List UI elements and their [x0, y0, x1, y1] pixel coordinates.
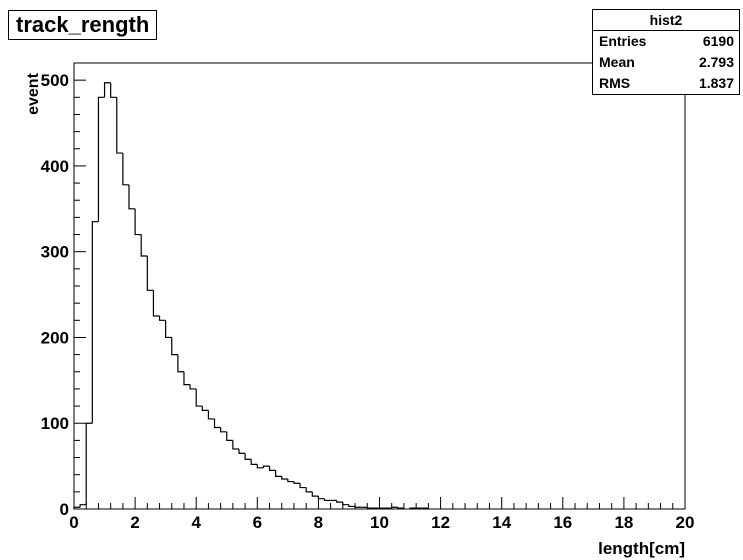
- histogram-bin: [171, 337, 178, 356]
- histogram-bin: [177, 354, 184, 373]
- x-tick-label: 8: [314, 513, 323, 532]
- stats-label: RMS: [599, 75, 631, 91]
- histogram-bin: [189, 384, 197, 390]
- stats-value: 2.793: [698, 54, 734, 70]
- histogram-bin: [158, 316, 166, 321]
- histogram-bin: [201, 406, 209, 411]
- histogram-bin: [226, 431, 233, 441]
- histogram-bin: [287, 478, 294, 483]
- x-tick-label: 20: [676, 513, 695, 532]
- stats-label: Mean: [599, 54, 635, 70]
- histogram-bin: [146, 255, 154, 291]
- histogram-bin: [207, 410, 215, 420]
- histogram-bin: [110, 82, 117, 98]
- histogram-bin: [79, 504, 87, 508]
- histogram-bin: [91, 221, 99, 424]
- y-tick-label: 500: [41, 71, 69, 90]
- histogram-bin: [232, 440, 239, 450]
- histogram-bin: [238, 448, 246, 454]
- histogram-bin: [244, 453, 252, 460]
- histogram-bars: [73, 82, 429, 509]
- histogram-bin: [348, 504, 356, 508]
- x-tick-label: 2: [130, 513, 139, 532]
- stats-box: hist2 Entries 6190 Mean 2.793 RMS 1.837: [592, 9, 740, 95]
- x-tick-label: 0: [69, 513, 78, 532]
- histogram-bin: [391, 506, 398, 509]
- histogram-bin: [281, 476, 288, 480]
- histogram-bin: [323, 498, 331, 502]
- histogram-bin: [317, 496, 325, 500]
- x-tick-label: 4: [191, 513, 201, 532]
- y-tick-label: 300: [41, 243, 69, 262]
- histogram-bin: [116, 97, 123, 154]
- histogram-bin: [275, 470, 282, 478]
- histogram-bin: [122, 153, 129, 186]
- histogram-bin: [299, 483, 307, 489]
- histogram-bin: [152, 290, 160, 317]
- histogram-bin: [293, 481, 301, 484]
- stats-value: 1.837: [698, 75, 734, 91]
- stats-value: 6190: [702, 33, 734, 49]
- x-tick-label: 12: [431, 513, 450, 532]
- x-tick-label: 16: [553, 513, 572, 532]
- chart-title: track_rength: [8, 10, 158, 40]
- histogram-bin: [256, 464, 264, 469]
- histogram-bin: [165, 320, 172, 339]
- histogram-bin: [262, 465, 270, 468]
- plot-frame: [73, 62, 686, 510]
- histogram-bin: [268, 466, 276, 472]
- x-axis-label: length[cm]: [598, 539, 685, 558]
- histogram-bin: [213, 418, 221, 429]
- histogram-bin: [305, 487, 313, 493]
- y-tick-label: 200: [41, 328, 69, 347]
- histogram-bin: [397, 507, 404, 509]
- stats-row-mean: Mean 2.793: [593, 52, 739, 73]
- histogram-bin: [336, 500, 343, 503]
- histogram-bin: [134, 208, 142, 236]
- y-tick-label: 100: [41, 414, 69, 433]
- stats-name: hist2: [593, 10, 739, 31]
- histogram-bin: [195, 388, 203, 407]
- histogram-bin: [342, 502, 349, 506]
- histogram-bin: [85, 422, 93, 505]
- y-tick-label: 0: [60, 500, 69, 519]
- histogram-bin: [250, 459, 258, 465]
- x-tick-label: 18: [614, 513, 633, 532]
- histogram-bin: [103, 82, 111, 98]
- histogram-bin: [183, 371, 191, 386]
- histogram-bin: [128, 184, 136, 210]
- histogram-bin: [354, 506, 362, 508]
- x-tick-label: 14: [492, 513, 511, 532]
- y-axis-label: event: [25, 72, 42, 114]
- histogram-bin: [409, 507, 417, 509]
- histogram-bin: [311, 491, 319, 497]
- stats-row-entries: Entries 6190: [593, 31, 739, 52]
- histogram-bin: [97, 96, 105, 222]
- x-tick-label: 10: [370, 513, 389, 532]
- y-tick-label: 400: [41, 157, 69, 176]
- stats-label: Entries: [599, 33, 647, 49]
- stats-row-rms: RMS 1.837: [593, 73, 739, 94]
- histogram-bin: [140, 234, 148, 257]
- x-tick-label: 6: [253, 513, 262, 532]
- histogram-bin: [220, 427, 227, 433]
- histogram-bin: [366, 507, 374, 509]
